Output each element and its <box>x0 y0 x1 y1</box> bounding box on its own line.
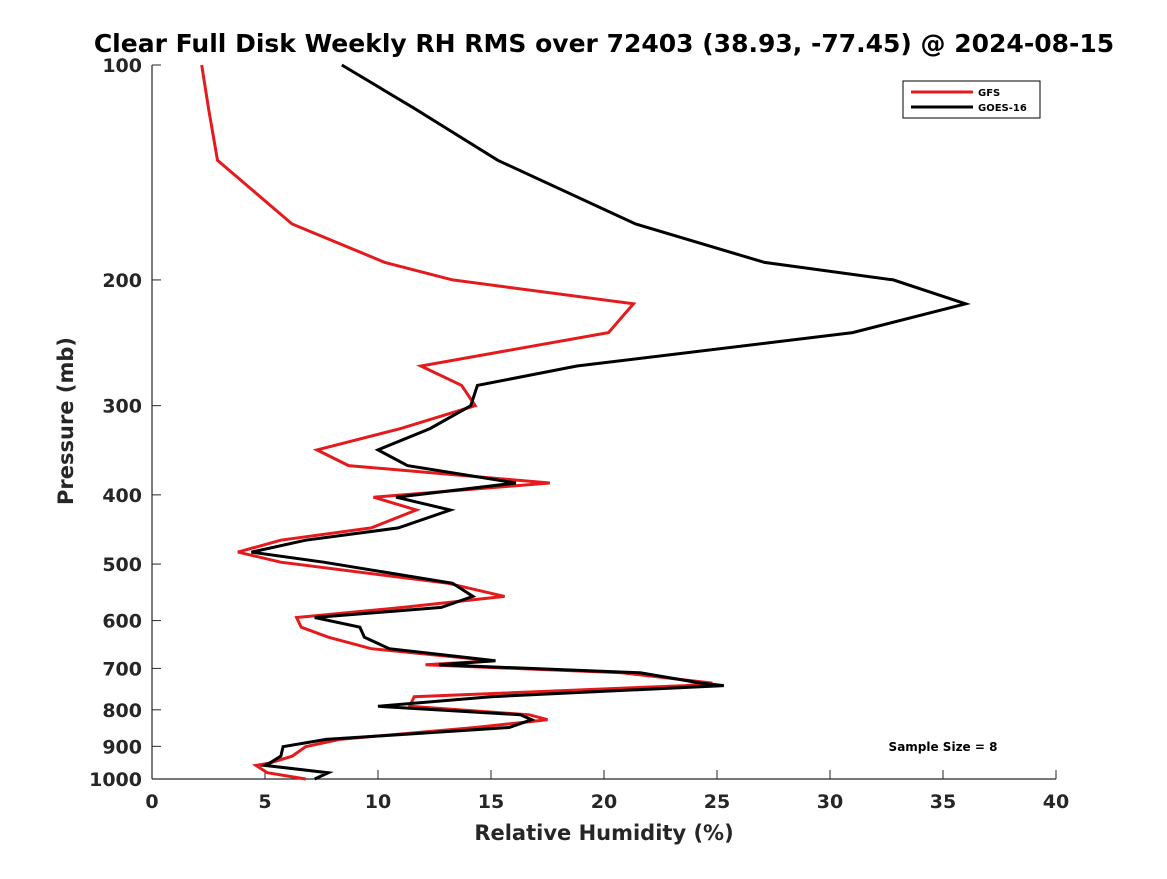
x-tick-label: 10 <box>365 791 391 813</box>
x-tick-label: 40 <box>1043 791 1069 813</box>
series-line-gfs <box>200 64 713 781</box>
chart-title: Clear Full Disk Weekly RH RMS over 72403… <box>94 29 1114 58</box>
x-tick-label: 15 <box>478 791 504 813</box>
x-tick-label: 25 <box>704 791 730 813</box>
x-tick-label: 0 <box>145 791 158 813</box>
y-tick-label: 400 <box>102 485 142 507</box>
y-tick-label: 1000 <box>89 769 142 791</box>
legend: GFS GOES-16 <box>902 80 1041 119</box>
y-axis-label: Pressure (mb) <box>54 337 78 505</box>
sample-size-annotation: Sample Size = 8 <box>889 740 998 754</box>
axes: 0 5 10 15 20 25 30 35 40 100 200 300 400 500 600 700 800… <box>89 55 1069 813</box>
legend-label-gfs: GFS <box>978 88 1000 99</box>
y-tick-label: 200 <box>102 270 142 292</box>
y-tick-label: 300 <box>102 396 142 418</box>
y-tick-label: 100 <box>102 55 142 77</box>
x-tick-label: 20 <box>591 791 617 813</box>
x-axis-label: Relative Humidity (%) <box>474 821 733 845</box>
x-tick-label: 5 <box>258 791 271 813</box>
legend-box <box>902 80 1041 119</box>
legend-label-goes-16: GOES-16 <box>978 103 1027 114</box>
x-tick-label: 35 <box>930 791 956 813</box>
x-tick-label: 30 <box>817 791 843 813</box>
y-tick-label: 700 <box>102 658 142 680</box>
y-tick-label: 600 <box>102 611 142 633</box>
y-tick-label: 900 <box>102 736 142 758</box>
y-tick-label: 500 <box>102 554 142 576</box>
y-tick-label: 800 <box>102 700 142 722</box>
series-line-goes-16 <box>251 63 971 781</box>
series-lines <box>200 63 971 781</box>
